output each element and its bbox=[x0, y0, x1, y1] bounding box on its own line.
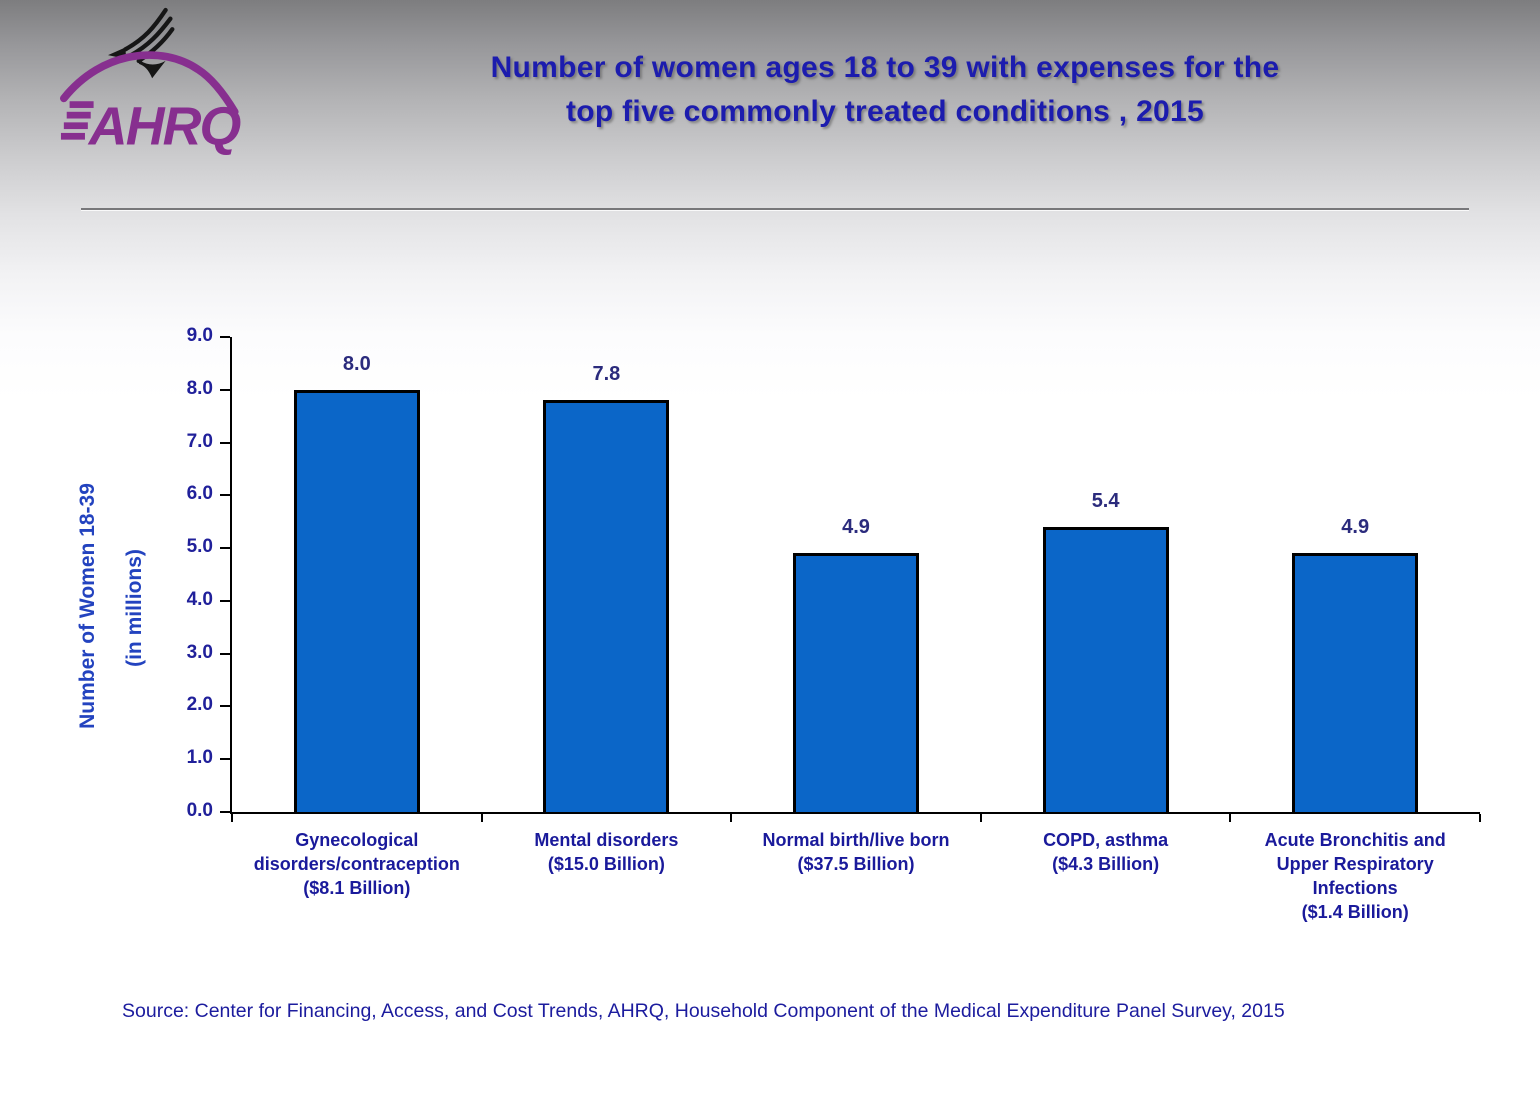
y-axis-title: Number of Women 18-39 bbox=[76, 483, 99, 729]
category-label-line: ($4.3 Billion) bbox=[1052, 854, 1160, 874]
bar bbox=[1042, 527, 1169, 812]
header-divider bbox=[81, 208, 1469, 210]
category-label-line: COPD, asthma bbox=[1043, 830, 1169, 850]
category-label-line: Normal birth/live born bbox=[762, 830, 950, 850]
x-axis-category-labels: Gynecological disorders/contraception ($8.… bbox=[232, 812, 1480, 932]
page-title-line1: Number of women ages 18 to 39 with expen… bbox=[490, 51, 1280, 84]
y-axis-tick bbox=[220, 811, 230, 813]
category-label-line: Upper Respiratory bbox=[1276, 854, 1434, 874]
category-label: Acute Bronchitis and Upper Respiratory Inf… bbox=[1222, 828, 1488, 924]
y-axis-tick bbox=[220, 388, 230, 391]
y-axis-tick-label: 8.0 bbox=[186, 377, 213, 399]
ahrq-swoosh bbox=[60, 51, 239, 116]
y-axis-tick bbox=[220, 336, 230, 338]
x-axis-tick bbox=[979, 814, 982, 822]
category-label: Mental disorders ($15.0 Billion) bbox=[473, 828, 739, 876]
category-label-line: Mental disorders bbox=[534, 830, 679, 850]
bar-value-label: 5.4 bbox=[1091, 490, 1120, 512]
page-title-line2: top five commonly treated conditions , 2… bbox=[565, 95, 1205, 128]
category-label-line: ($15.0 Billion) bbox=[547, 854, 665, 874]
x-axis-tick bbox=[1479, 814, 1481, 822]
bar bbox=[793, 553, 919, 812]
y-axis-tick-label: 4.0 bbox=[186, 588, 213, 610]
y-axis-tick-label: 9.0 bbox=[186, 325, 213, 346]
source-note: Source: Center for Financing, Access, an… bbox=[122, 1000, 1285, 1022]
category-label-line: Gynecological bbox=[295, 830, 419, 850]
category-label: COPD, asthma ($4.3 Billion) bbox=[973, 828, 1239, 876]
x-axis-tick bbox=[480, 814, 483, 822]
bar-value-label: 4.9 bbox=[1341, 516, 1370, 539]
y-axis-tick-label: 1.0 bbox=[186, 747, 213, 769]
y-axis-tick-label: 6.0 bbox=[186, 483, 213, 505]
category-label-line: ($1.4 Billion) bbox=[1301, 902, 1409, 922]
bar-value-label: 8.0 bbox=[342, 352, 371, 375]
y-axis-tick-label: 5.0 bbox=[186, 536, 213, 558]
bar bbox=[293, 389, 420, 812]
x-axis-tick bbox=[231, 814, 233, 822]
y-axis-tick bbox=[220, 705, 230, 708]
x-axis-tick bbox=[1229, 814, 1232, 822]
y-axis-tick bbox=[220, 652, 230, 655]
y-axis-tick-label: 3.0 bbox=[186, 641, 213, 663]
ahrq-logo: AHRQ bbox=[60, 4, 252, 162]
ahrq-stripes bbox=[60, 101, 94, 140]
category-label-line: Infections bbox=[1312, 878, 1398, 898]
bar bbox=[543, 400, 670, 812]
y-axis-tick-label: 2.0 bbox=[186, 694, 213, 716]
bar bbox=[1292, 553, 1419, 812]
bar-value-label: 7.8 bbox=[592, 363, 621, 386]
y-axis-tick bbox=[220, 494, 230, 497]
bar-value-label: 4.9 bbox=[842, 516, 870, 539]
hhs-eagle-body bbox=[138, 60, 166, 79]
y-axis-tick bbox=[220, 547, 230, 550]
y-axis-title-units: (in millions) bbox=[123, 549, 146, 667]
ahrq-logo-graphic: AHRQ bbox=[60, 7, 242, 156]
y-axis-tick bbox=[220, 599, 230, 602]
ahrq-wordmark: AHRQ bbox=[87, 96, 241, 156]
y-axis-tick-label: 0.0 bbox=[186, 800, 213, 821]
category-label: Normal birth/live born ($37.5 Billion) bbox=[723, 828, 989, 876]
plot-area: Gynecological disorders/contraception ($8.… bbox=[187, 325, 1481, 922]
category-label-line: disorders/contraception bbox=[253, 854, 460, 874]
category-label-line: ($8.1 Billion) bbox=[303, 878, 411, 898]
category-label: Gynecological disorders/contraception ($8.… bbox=[224, 828, 490, 900]
y-axis-tick-label: 7.0 bbox=[186, 430, 213, 452]
x-axis-tick bbox=[730, 814, 733, 822]
y-axis-tick bbox=[220, 758, 230, 761]
category-label-line: Acute Bronchitis and bbox=[1264, 830, 1446, 850]
page-title: Number of women ages 18 to 39 with expen… bbox=[330, 46, 1440, 134]
category-label-line: ($37.5 Billion) bbox=[797, 854, 915, 874]
y-axis-tick bbox=[220, 441, 230, 444]
